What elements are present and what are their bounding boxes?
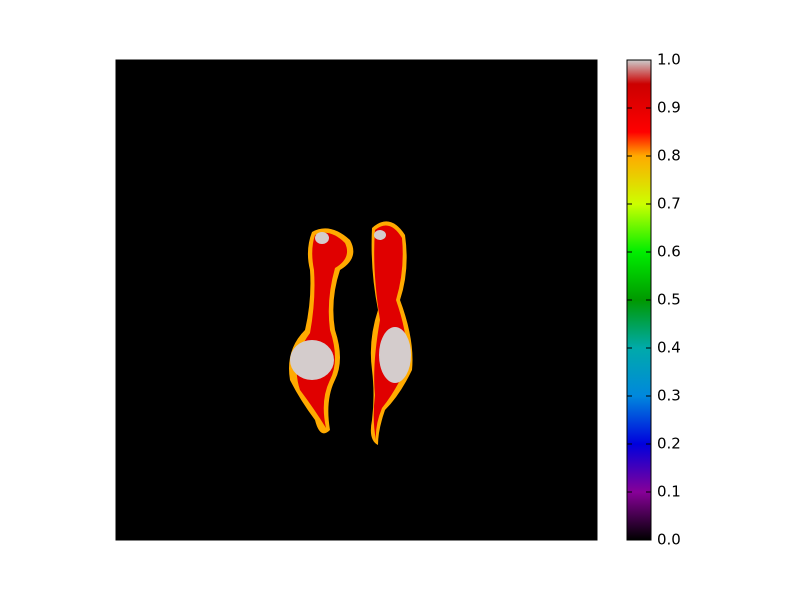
- colorbar-tick-label: 0.5: [657, 291, 681, 309]
- colorbar-tick-label: 0.7: [657, 195, 681, 213]
- brain-image: [289, 221, 413, 445]
- colorbar-tick-label: 0.0: [657, 531, 681, 549]
- colorbar-tick-label: 0.6: [657, 243, 681, 261]
- colorbar-tick-label: 0.4: [657, 339, 681, 357]
- colorbar-tick-label: 0.1: [657, 483, 681, 501]
- colorbar-tick-label: 0.9: [657, 99, 681, 117]
- image-area: [115, 59, 598, 541]
- colorbar-tick-label: 0.8: [657, 147, 681, 165]
- colorbar-tick-label: 0.3: [657, 387, 681, 405]
- colorbar-tick-label: 0.2: [657, 435, 681, 453]
- colorbar-tick-label: 1.0: [657, 51, 681, 69]
